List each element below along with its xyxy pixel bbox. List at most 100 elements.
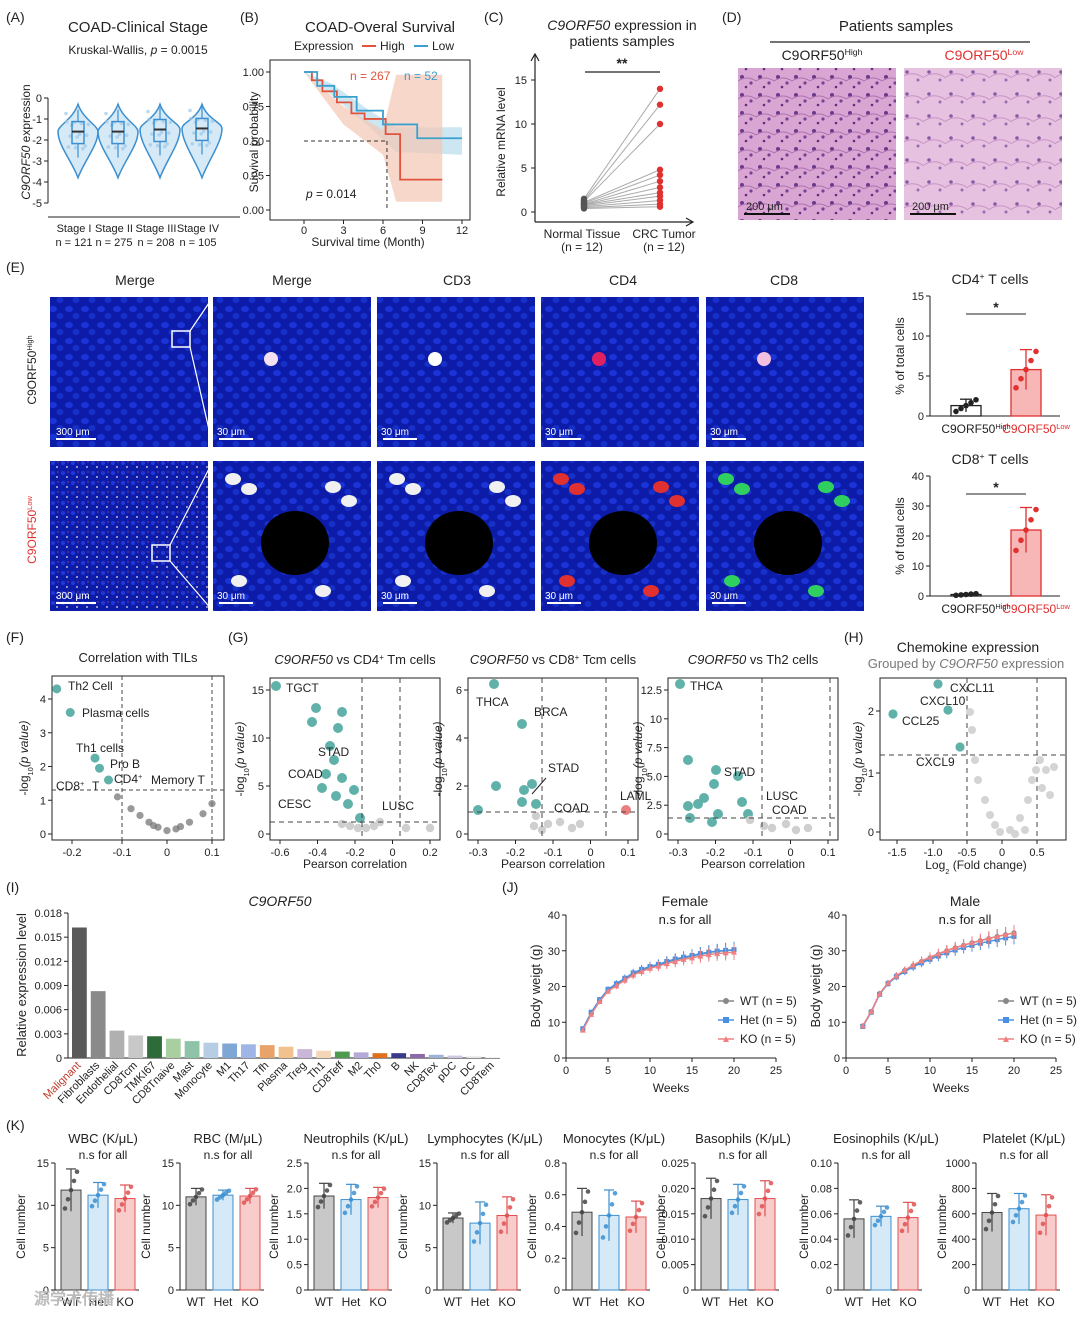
- column-label-low: C9ORF50Low: [945, 47, 1025, 63]
- x-tick-label: Het: [214, 1295, 233, 1309]
- chart-subtitle: n.s for all: [1000, 1148, 1049, 1162]
- text-span: C9ORF50: [1002, 422, 1056, 436]
- x-tick-label: 5: [605, 1065, 611, 1077]
- y-tick-label: 5: [258, 781, 264, 793]
- significant-point: [675, 679, 685, 689]
- zoom-image: [541, 297, 699, 447]
- data-point: [738, 1190, 744, 1196]
- text-span: Low: [1008, 47, 1025, 57]
- data-point: [851, 1216, 857, 1222]
- bar: [239, 1195, 261, 1291]
- x-tick-label: 15: [966, 1065, 978, 1077]
- paired-line: [583, 195, 661, 207]
- y-axis-label: Cell number: [525, 1194, 539, 1259]
- cell-signal: [389, 473, 405, 485]
- point-label: CXCL11: [950, 681, 995, 695]
- jitter-point: [85, 133, 89, 137]
- y-tick-label: 0: [40, 829, 46, 841]
- data-point: [973, 590, 979, 597]
- x-axis-label: Pearson correlation: [303, 857, 407, 871]
- jitter-point: [68, 134, 72, 138]
- jitter-point: [77, 132, 82, 137]
- text-span: High: [995, 602, 1010, 611]
- legend-marker: [1003, 998, 1009, 1004]
- panel-label: (E): [6, 259, 25, 275]
- y-tick-label: 0.015: [661, 1209, 689, 1221]
- text-span: +: [980, 451, 985, 461]
- y-axis-label: % of total cells: [893, 497, 907, 574]
- cell-signal: [505, 495, 521, 507]
- data-point: [585, 1189, 591, 1194]
- data-point: [963, 402, 969, 409]
- nonsignificant-point: [537, 825, 547, 835]
- column-label-high: C9ORF50High: [782, 47, 863, 63]
- text-span: T cells: [985, 451, 1029, 467]
- nonsignificant-point: [185, 818, 194, 826]
- data-point: [504, 1213, 510, 1218]
- y-tick-label: 2: [868, 706, 874, 718]
- significant-point: [489, 679, 499, 689]
- legend-marker: [723, 1036, 729, 1042]
- data-point: [1016, 1206, 1022, 1212]
- data-point: [969, 939, 975, 946]
- cell-signal: [231, 575, 247, 587]
- data-point: [193, 1194, 199, 1200]
- data-point: [697, 953, 704, 959]
- data-point: [992, 1201, 998, 1207]
- he-image-low: [904, 68, 1062, 220]
- y-tick-label: 0.025: [661, 1158, 689, 1170]
- chart-title: WBC (K/μL): [68, 1131, 138, 1146]
- x-tick-label: Het: [872, 1295, 891, 1309]
- cell-signal: [428, 352, 442, 366]
- panel-b-title: COAD-Overal Survival: [305, 19, 455, 36]
- x-tick-label: Stage I: [57, 223, 92, 235]
- jitter-point: [147, 117, 151, 122]
- jitter-point: [192, 131, 196, 135]
- panel-b: COAD-Overal Survival Expression High Low Sur…: [243, 19, 471, 249]
- data-point: [1049, 1195, 1055, 1200]
- nonsignificant-point: [1024, 796, 1032, 804]
- panel-label: (A): [6, 9, 25, 25]
- data-point: [1013, 384, 1019, 391]
- x-tick-label: Normal Tissue: [544, 227, 621, 241]
- cell-signal: [592, 352, 606, 366]
- tumor-point: [656, 101, 664, 108]
- cell-signal: [225, 473, 241, 485]
- nonsignificant-point: [136, 811, 144, 820]
- legend-title: Expression: [294, 39, 353, 53]
- chart-title: Eosinophils (K/μL): [833, 1131, 939, 1146]
- p-value-label: p = 0.014: [305, 187, 357, 201]
- scale-label: 300 μm: [56, 427, 90, 438]
- zoom-image: [377, 297, 535, 447]
- data-point: [315, 1204, 321, 1210]
- panel-j: Female n.s for all Body weigt (g) 40 30 20 10 0…: [528, 893, 1077, 1095]
- axis-arrow: [685, 217, 695, 227]
- data-point: [735, 1197, 741, 1202]
- jitter-point: [203, 118, 207, 123]
- data-point: [253, 1187, 259, 1192]
- y-tick-label: 10: [548, 1017, 560, 1029]
- data-point: [711, 1187, 717, 1193]
- data-point: [943, 947, 950, 953]
- column-header: CD3: [443, 272, 471, 288]
- y-tick-label: 15: [515, 75, 527, 87]
- data-point: [1011, 929, 1017, 936]
- x-tick-label: -0.2: [346, 847, 365, 859]
- data-point: [92, 1198, 98, 1203]
- data-point: [960, 942, 967, 948]
- nonsignificant-point: [791, 825, 801, 835]
- x-tick-label: Stage IV: [177, 223, 220, 235]
- x-axis-label: Log2 (Fold change): [925, 858, 1027, 876]
- data-point: [250, 1190, 256, 1196]
- data-point: [480, 1211, 486, 1217]
- data-point: [854, 1208, 860, 1213]
- y-tick-label: 20: [912, 531, 924, 543]
- chart-subtitle: n.s for all: [862, 1148, 911, 1162]
- data-point: [324, 1188, 330, 1193]
- data-point: [471, 1239, 477, 1244]
- jitter-point: [210, 119, 215, 124]
- data-point: [935, 950, 942, 957]
- data-point: [689, 954, 695, 961]
- zoom-image: [706, 297, 864, 447]
